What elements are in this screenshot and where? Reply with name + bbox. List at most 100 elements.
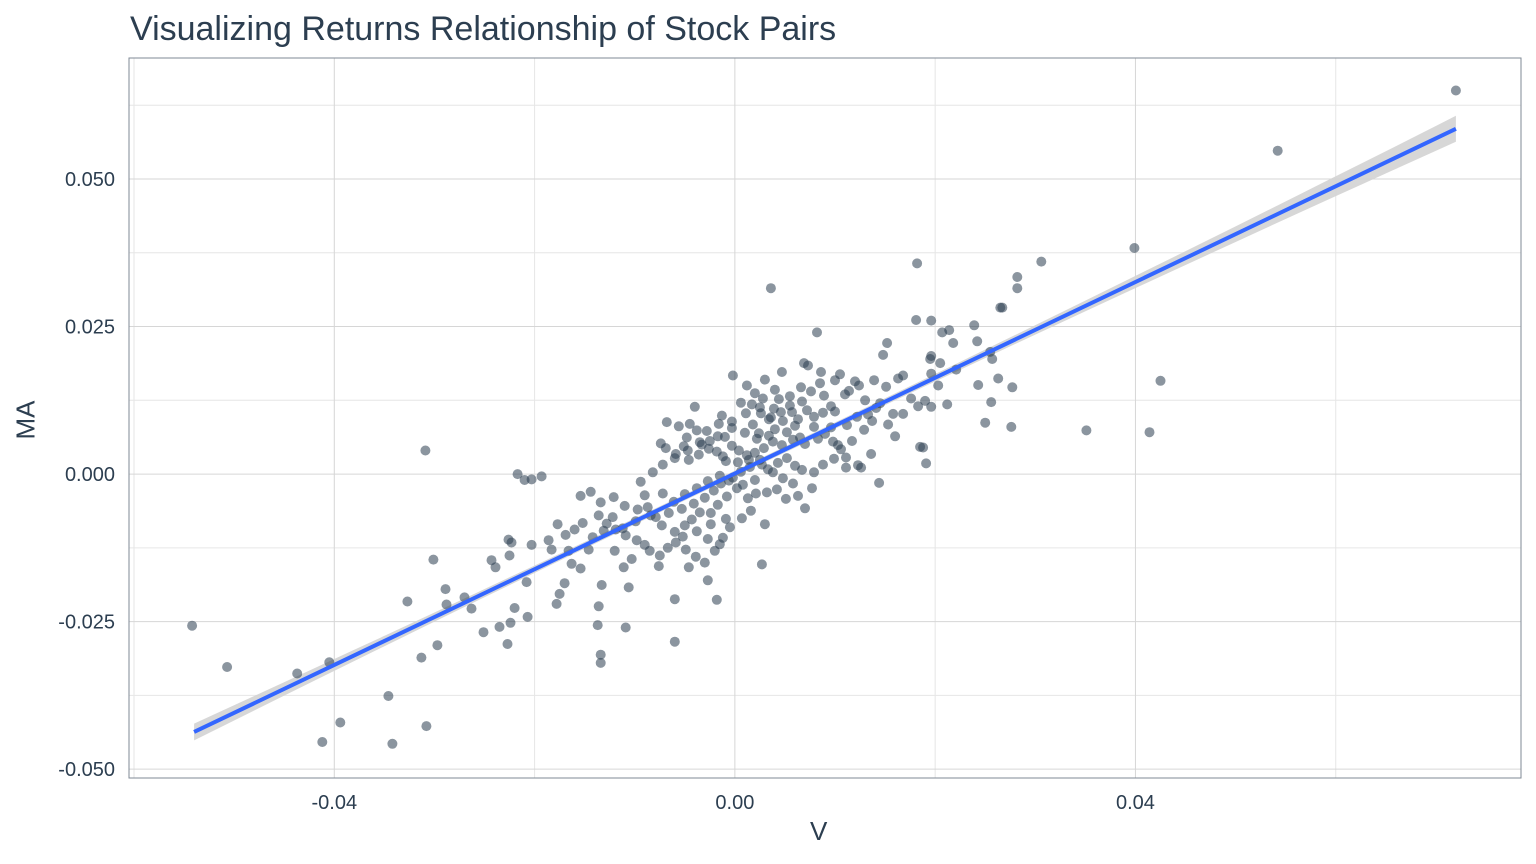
- scatter-point: [420, 445, 431, 456]
- chart-title: Visualizing Returns Relationship of Stoc…: [130, 10, 837, 48]
- scatter-point: [1081, 425, 1092, 436]
- scatter-point: [780, 493, 791, 504]
- scatter-point: [777, 416, 788, 426]
- plot-panel-border: [128, 57, 1522, 779]
- scatter-point: [669, 594, 680, 605]
- scatter-point: [781, 427, 792, 438]
- scatter-point: [761, 487, 772, 498]
- scatter-point: [521, 577, 532, 588]
- scatter-point: [911, 315, 922, 325]
- x-axis-title: V: [810, 816, 828, 846]
- scatter-point: [739, 427, 750, 438]
- scatter-point: [926, 368, 937, 379]
- confidence-band: [194, 115, 1456, 741]
- scatter-point: [765, 283, 776, 294]
- scatter-point: [769, 424, 780, 435]
- scatter-point: [631, 535, 642, 546]
- scatter-point: [716, 410, 727, 421]
- y-tick-label: -0.050: [58, 759, 115, 781]
- scatter-point: [688, 498, 699, 509]
- scatter-point: [681, 432, 692, 443]
- scatter-point: [737, 479, 748, 490]
- scatter-point: [669, 453, 680, 464]
- scatter-point: [1012, 283, 1023, 294]
- scatter-point: [644, 545, 655, 556]
- scatter-point: [912, 258, 923, 269]
- scatter-point: [656, 520, 667, 531]
- scatter-point: [921, 458, 932, 469]
- scatter-point: [1155, 375, 1166, 386]
- scatter-point: [416, 652, 427, 663]
- scatter-point: [727, 370, 738, 381]
- scatter-point: [619, 500, 630, 511]
- scatter-point: [441, 599, 452, 610]
- scatter-point: [948, 338, 959, 348]
- scatter-point: [509, 603, 520, 613]
- scatter-point: [657, 488, 668, 499]
- scatter-point: [526, 474, 537, 485]
- scatter-point: [702, 534, 713, 544]
- scatter-point: [742, 493, 753, 504]
- scatter-point: [502, 639, 513, 649]
- scatter-point: [654, 550, 665, 561]
- scatter-point: [669, 526, 680, 537]
- scatter-point: [708, 485, 719, 496]
- scatter-point: [980, 417, 991, 428]
- scatter-point: [705, 508, 716, 518]
- y-tick-label: 0.000: [65, 464, 115, 486]
- scatter-point: [878, 349, 889, 360]
- scatter-point: [551, 598, 562, 609]
- scatter-point: [969, 320, 980, 331]
- scatter-point: [775, 407, 786, 418]
- scatter-point: [486, 555, 497, 566]
- scatter-point: [866, 449, 877, 459]
- scatter-point: [809, 421, 819, 432]
- scatter-point: [749, 447, 760, 458]
- scatter-point: [575, 490, 586, 501]
- scatter-point: [740, 408, 751, 419]
- scatter-point: [669, 636, 680, 647]
- scatter-point: [995, 302, 1006, 313]
- scatter-point: [711, 446, 722, 457]
- scatter-point: [673, 421, 684, 432]
- scatter-point: [432, 640, 443, 651]
- scatter-point: [802, 405, 812, 416]
- scatter-point: [847, 436, 857, 446]
- scatter-point: [676, 503, 687, 514]
- scatter-point: [806, 386, 816, 397]
- scatter-point: [712, 499, 723, 510]
- scatter-point: [670, 537, 681, 548]
- scatter-point: [721, 491, 732, 502]
- scatter-point: [661, 417, 672, 428]
- scatter-point: [882, 338, 893, 348]
- scatter-point: [478, 627, 489, 638]
- scatter-point: [607, 512, 618, 523]
- scatter-point: [608, 492, 619, 503]
- scatter-point: [893, 373, 904, 384]
- scatter-point: [699, 492, 710, 503]
- scatter-point: [694, 507, 705, 518]
- scatter-point: [937, 327, 948, 338]
- scatter-point: [639, 490, 650, 501]
- scatter-point: [826, 401, 836, 412]
- scatter-point: [776, 367, 787, 377]
- scatter-point: [657, 459, 668, 470]
- scatter-point: [807, 483, 817, 494]
- scatter-point: [809, 467, 819, 478]
- y-tick-label: 0.050: [65, 169, 115, 191]
- scatter-point: [569, 524, 580, 535]
- scatter-point: [559, 578, 570, 589]
- scatter-point: [726, 416, 737, 427]
- scatter-point: [874, 477, 885, 488]
- scatter-point: [683, 454, 694, 465]
- scatter-point: [647, 467, 658, 478]
- scatter-point: [689, 401, 700, 412]
- scatter-point: [925, 354, 936, 364]
- scatter-point: [292, 668, 303, 679]
- scatter-point: [609, 545, 620, 556]
- scatter-point: [187, 620, 198, 631]
- scatter-point: [973, 380, 984, 390]
- scatter-point: [554, 588, 565, 599]
